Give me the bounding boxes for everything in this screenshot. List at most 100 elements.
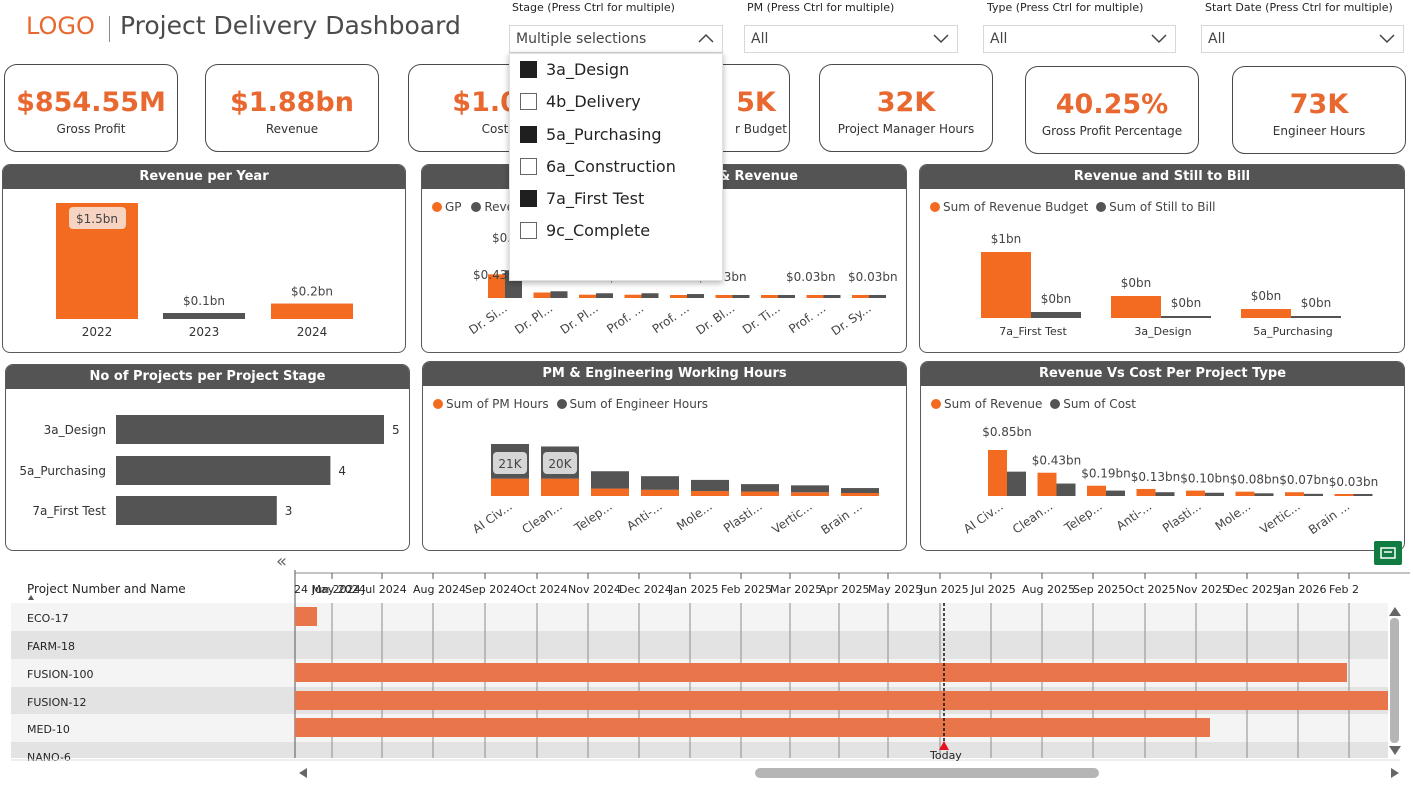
checkbox-unchecked-icon[interactable] — [520, 158, 537, 175]
legend-dot — [931, 399, 941, 409]
stage-slicer[interactable]: Multiple selections — [509, 25, 723, 53]
data-label: $0.2bn — [291, 285, 333, 299]
checkbox-checked-icon[interactable] — [520, 126, 537, 143]
type-slicer-label: Type (Press Ctrl for multiple) — [987, 1, 1144, 14]
bar-gp — [761, 295, 778, 298]
bar-engineer-hours — [591, 471, 629, 489]
x-tick-label: 5a_Purchasing — [1253, 325, 1332, 338]
x-tick-label: Prof. ... — [786, 301, 828, 336]
legend-label: GP — [445, 200, 462, 214]
working-hours-chart: PM & Engineering Working Hours Sum of PM… — [422, 361, 907, 551]
bar-gp — [715, 295, 733, 298]
checkbox-checked-icon[interactable] — [520, 190, 537, 207]
bar-pm-hours — [591, 488, 629, 496]
bar-cost — [1056, 483, 1076, 496]
kpi-value: 73K — [1289, 89, 1349, 120]
legend-dot — [433, 399, 443, 409]
bar-revenue — [641, 293, 659, 298]
month-label: Oct 2024 — [517, 583, 568, 596]
collapse-icon[interactable]: « — [276, 551, 288, 572]
x-tick-label: Dr. Pl... — [512, 301, 555, 337]
stage-option[interactable]: 9c_Complete — [520, 221, 650, 240]
gantt-row-label: NANO-6 — [27, 751, 71, 764]
bar-gp — [579, 294, 596, 298]
legend-label: Sum of Engineer Hours — [569, 397, 709, 411]
data-label: $0bn — [1251, 289, 1282, 303]
month-label: Sep 2025 — [1073, 583, 1125, 596]
bar-revenue — [869, 295, 886, 298]
revenue-per-year-chart: Revenue per Year 2022 $1.5bn 2023 $0.1bn 202… — [2, 164, 406, 353]
scroll-left-icon — [299, 768, 307, 778]
month-label: Dec 2024 — [619, 583, 672, 596]
month-label: Feb 2 — [1329, 583, 1359, 596]
data-label: $0.08bn — [1230, 473, 1280, 487]
stage-option-label: 4b_Delivery — [546, 92, 641, 111]
chevron-down-icon — [1151, 34, 1167, 44]
gantt-row — [11, 603, 1388, 631]
start-date-slicer-value: All — [1208, 31, 1226, 47]
stage-dropdown-list: 3a_Design 4b_Delivery 5a_Purchasing 6a_C… — [509, 53, 723, 281]
stage-option[interactable]: 4b_Delivery — [520, 92, 641, 111]
data-label: $0bn — [1041, 292, 1072, 306]
kpi-label: Cost — [481, 122, 509, 136]
gantt-row-label: FUSION-100 — [27, 668, 93, 681]
bar-revenue — [778, 295, 795, 298]
x-tick-label: Vertic... — [769, 499, 814, 537]
chart-legend: Sum of Revenue Sum of Cost — [931, 397, 1136, 411]
visual-header-icon[interactable] — [1374, 541, 1402, 565]
x-tick-label: Anti-... — [624, 499, 665, 533]
stage-option-label: 3a_Design — [546, 60, 630, 79]
bar-still-to-bill — [1031, 312, 1081, 318]
bar-engineer-hours — [791, 485, 829, 493]
type-slicer[interactable]: All — [983, 25, 1176, 53]
bar-gp — [533, 292, 551, 298]
data-label-bg — [493, 452, 527, 474]
stage-option[interactable]: 5a_Purchasing — [520, 125, 662, 144]
stage-option-label: 7a_First Test — [546, 189, 645, 208]
kpi-gross-profit: $854.55M Gross Profit — [4, 64, 178, 152]
gantt-row-label: ECO-17 — [27, 612, 69, 625]
x-tick-label: Telep... — [571, 499, 615, 535]
data-label: $0.43bn — [1032, 454, 1082, 468]
data-label: $0.10bn — [1180, 472, 1230, 486]
chevron-down-icon — [933, 34, 949, 44]
pm-slicer[interactable]: All — [744, 25, 958, 53]
projects-per-stage-plot: 3a_Design 5 5a_Purchasing 4 7a_First Test 3 — [19, 415, 400, 525]
kpi-value: $854.55M — [16, 87, 166, 118]
legend-label: Sum of Revenue Budget — [943, 200, 1089, 214]
stage-option[interactable]: 3a_Design — [520, 60, 629, 79]
stage-option[interactable]: 6a_Construction — [520, 157, 676, 176]
bar-revenue — [687, 294, 704, 298]
kpi-label: r Budget — [735, 122, 787, 136]
start-date-slicer[interactable]: All — [1201, 25, 1404, 53]
x-tick-label: Plasti... — [721, 499, 765, 536]
legend-dot — [930, 202, 940, 212]
chevron-up-icon — [698, 33, 714, 43]
month-label: Nov 2024 — [568, 583, 621, 596]
gantt-column-header[interactable]: Project Number and Name — [27, 582, 186, 596]
sort-icon — [28, 595, 34, 600]
data-label: 20K — [548, 457, 572, 471]
bar-engineer-hours — [841, 488, 879, 493]
checkbox-checked-icon[interactable] — [520, 61, 537, 78]
legend-dot — [432, 202, 442, 212]
month-label: Apr 2025 — [819, 583, 870, 596]
bar-revenue — [1136, 488, 1156, 496]
gantt-bar — [295, 691, 1388, 710]
kpi-label: Project Manager Hours — [837, 122, 975, 136]
checkbox-unchecked-icon[interactable] — [520, 93, 537, 110]
start-date-slicer-label: Start Date (Press Ctrl for multiple) — [1205, 1, 1393, 14]
bar-pm-hours — [541, 478, 579, 496]
x-tick-label: Prof. ... — [604, 301, 646, 336]
checkbox-unchecked-icon[interactable] — [520, 222, 537, 239]
stage-option[interactable]: 7a_First Test — [520, 189, 644, 208]
kpi-label: Gross Profit Percentage — [1041, 124, 1183, 138]
x-tick-label: Dr. Pl... — [558, 301, 601, 337]
bar-revenue — [1186, 490, 1205, 496]
page-title: Project Delivery Dashboard — [120, 11, 461, 40]
data-label: 3 — [285, 504, 293, 518]
today-label: Today — [930, 749, 962, 762]
bar-cost — [1155, 492, 1175, 496]
y-tick-label: 7a_First Test — [32, 504, 106, 518]
bar-cost — [1254, 493, 1274, 496]
